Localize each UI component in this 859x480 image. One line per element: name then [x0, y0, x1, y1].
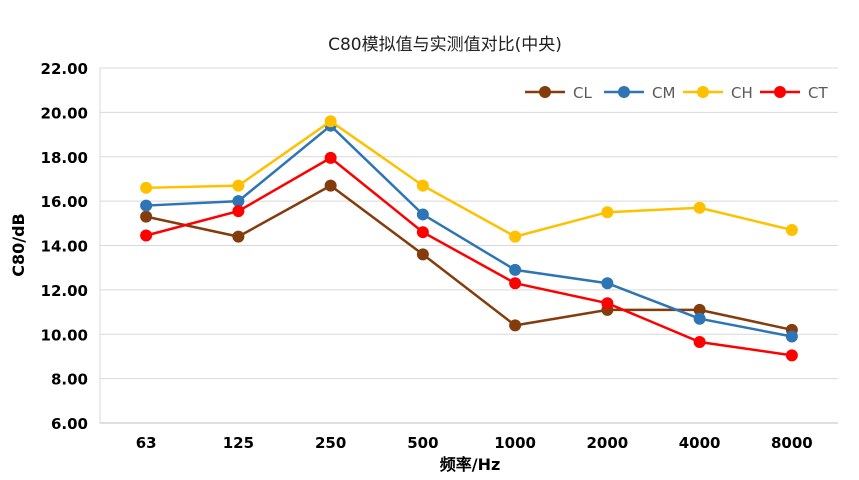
legend-marker	[539, 86, 551, 98]
data-point	[693, 201, 706, 214]
y-tick-label: 22.00	[41, 60, 88, 78]
data-point	[785, 349, 798, 362]
y-tick-label: 20.00	[41, 104, 88, 122]
data-point	[232, 179, 245, 192]
data-point	[601, 206, 614, 219]
y-tick-label: 6.00	[51, 415, 88, 433]
x-tick-label: 2000	[587, 434, 629, 452]
data-point	[693, 336, 706, 349]
data-point	[416, 226, 429, 239]
data-point	[509, 230, 522, 243]
legend-item-ch: CH	[683, 84, 753, 102]
data-point	[416, 248, 429, 261]
y-tick-label: 14.00	[41, 238, 88, 256]
series-ch	[140, 115, 798, 243]
y-tick-label: 12.00	[41, 282, 88, 300]
legend-label: CM	[652, 84, 675, 102]
data-point	[785, 223, 798, 236]
legend-marker	[697, 86, 709, 98]
data-point	[416, 179, 429, 192]
data-point	[140, 199, 153, 212]
x-tick-label: 125	[223, 434, 254, 452]
y-tick-label: 16.00	[41, 193, 88, 211]
series-line	[145, 184, 793, 332]
legend-label: CL	[573, 84, 592, 102]
data-point	[140, 229, 153, 242]
series-line	[145, 156, 793, 357]
series-line	[146, 119, 793, 238]
data-point	[601, 297, 614, 310]
y-axis-label: C80/dB	[9, 213, 28, 277]
data-point	[324, 151, 337, 164]
data-point	[324, 179, 337, 192]
data-point	[140, 181, 153, 194]
y-tick-label: 18.00	[41, 149, 88, 167]
data-point	[785, 330, 798, 343]
x-axis-label: 频率/Hz	[440, 455, 501, 474]
series-line	[146, 124, 793, 338]
data-point	[324, 115, 337, 128]
data-point	[232, 195, 245, 208]
chart-title: C80模拟值与实测值对比(中央)	[328, 35, 562, 55]
legend-marker	[774, 86, 786, 98]
x-tick-label: 500	[407, 434, 438, 452]
data-point	[416, 208, 429, 221]
legend-item-ct: CT	[760, 84, 828, 102]
data-point	[509, 319, 522, 332]
data-point	[232, 205, 245, 218]
x-tick-label: 1000	[494, 434, 536, 452]
data-point	[693, 303, 706, 316]
data-point	[509, 263, 522, 276]
x-tick-label: 8000	[771, 434, 813, 452]
series-ct	[140, 151, 798, 362]
data-point	[140, 210, 153, 223]
legend-item-cl: CL	[525, 84, 592, 102]
legend-label: CT	[808, 84, 828, 102]
y-tick-label: 10.00	[41, 326, 88, 344]
legend-marker	[618, 86, 630, 98]
legend-item-cm: CM	[604, 84, 675, 102]
legend-label: CH	[731, 84, 753, 102]
data-point	[601, 277, 614, 290]
data-point	[232, 230, 245, 243]
data-point	[693, 312, 706, 325]
data-point	[509, 277, 522, 290]
y-tick-label: 8.00	[51, 371, 88, 389]
series-cl	[140, 179, 798, 336]
x-tick-label: 63	[136, 434, 157, 452]
x-tick-label: 4000	[679, 434, 721, 452]
x-tick-label: 250	[315, 434, 346, 452]
